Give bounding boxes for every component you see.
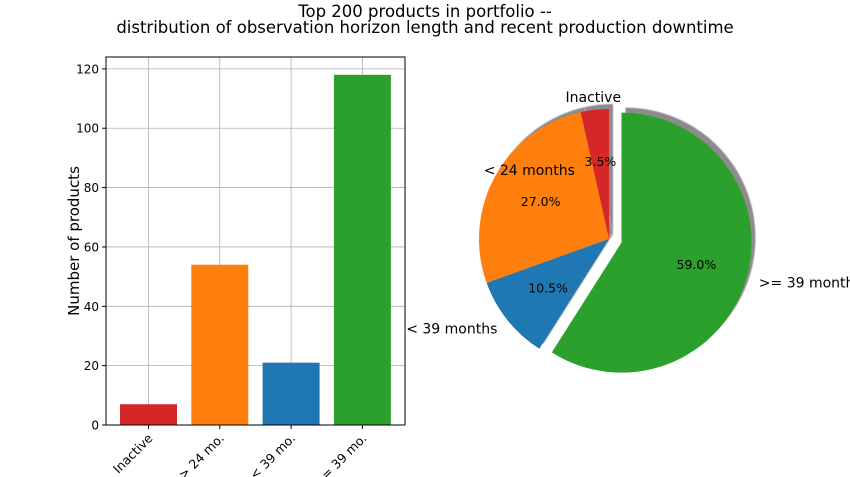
bar-1: [191, 264, 249, 425]
pie-percent-label: 3.5%: [585, 154, 617, 169]
pie-percent-label: 59.0%: [677, 257, 717, 272]
pie-percent-label: 10.5%: [528, 280, 568, 295]
bar-y-tick-label: 100: [76, 122, 99, 136]
figure-title-line-1: Top 200 products in portfolio --: [298, 2, 552, 21]
bar-y-tick-label: 40: [84, 300, 99, 314]
pie-wedge-0: [580, 109, 609, 239]
pie-slice-label: >= 39 months: [759, 276, 850, 292]
pie-wedge-1: [478, 112, 609, 284]
pie-slice-label: Inactive: [566, 90, 622, 106]
pie-slice-label: < 39 months: [406, 321, 497, 337]
pie-wedge-3: [551, 112, 752, 373]
bar-y-tick-label: 60: [84, 240, 99, 254]
bar-0: [120, 404, 177, 425]
bar-y-tick-label: 120: [76, 62, 99, 76]
bar-y-tick-label: 80: [84, 181, 99, 195]
bar-y-tick-label: 20: [84, 359, 99, 373]
bar-3: [333, 74, 391, 425]
pie-percent-label: 27.0%: [521, 194, 561, 209]
pie-slice-label: < 24 months: [484, 163, 575, 179]
pie-wedge-2: [486, 239, 609, 349]
bar-y-axis-label: Number of products: [65, 166, 83, 316]
bar-y-tick-label: 0: [91, 419, 99, 433]
bar-plot-frame: [105, 56, 406, 426]
bar-2: [262, 362, 320, 425]
figure-title-line-2: distribution of observation horizon leng…: [116, 18, 734, 37]
